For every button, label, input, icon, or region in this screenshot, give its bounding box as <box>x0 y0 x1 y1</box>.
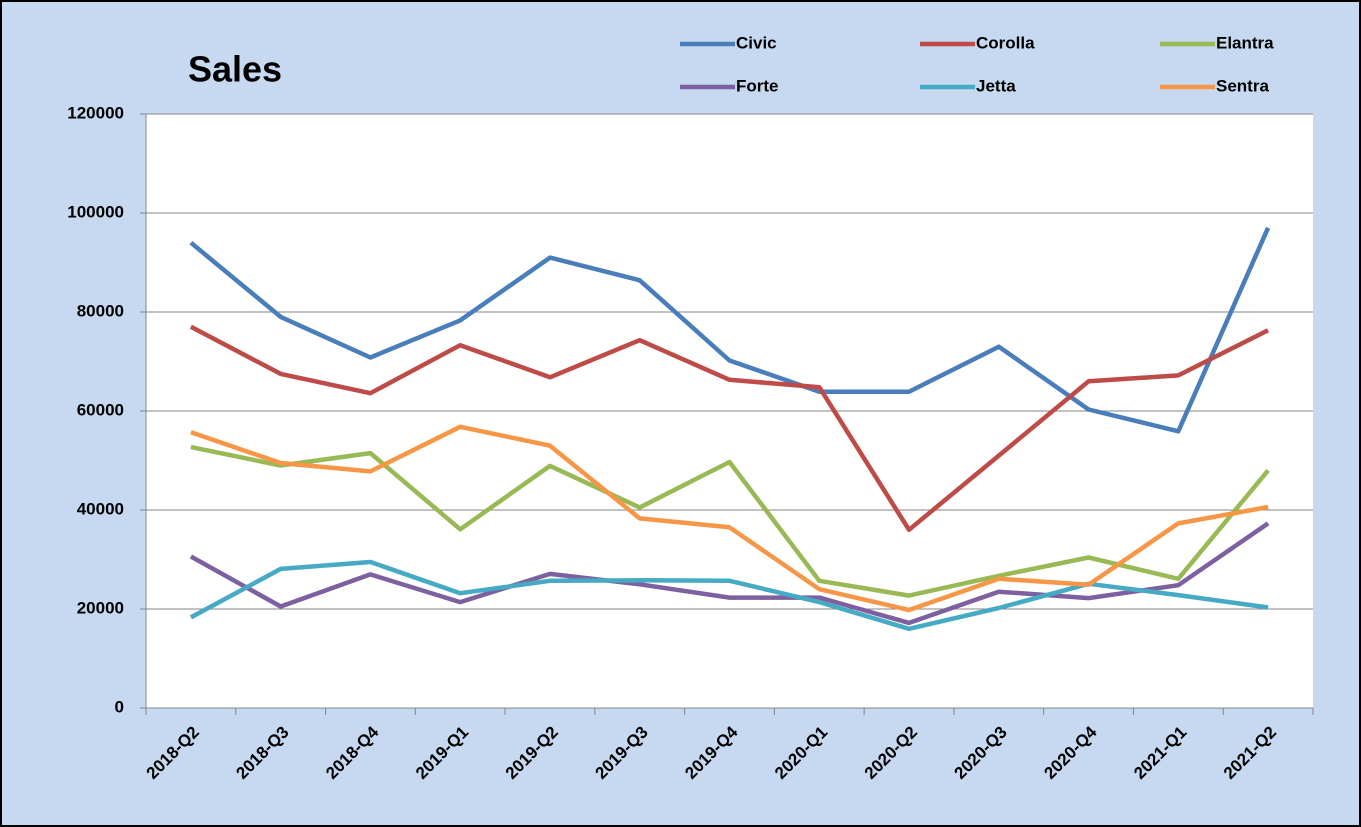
series-line <box>189 324 1270 533</box>
y-tick-label: 60000 <box>77 400 124 419</box>
y-tick-label: 120000 <box>67 103 124 122</box>
series-line <box>190 444 1270 598</box>
y-tick-label: 100000 <box>67 202 124 221</box>
legend-label: Civic <box>736 33 777 52</box>
legend-label: Forte <box>736 76 779 95</box>
legend-label: Corolla <box>976 33 1035 52</box>
y-tick-label: 80000 <box>77 301 124 320</box>
series-line <box>189 226 1271 434</box>
chart-title: Sales <box>188 49 282 90</box>
series-line <box>189 521 1270 626</box>
legend-label: Jetta <box>976 76 1016 95</box>
y-tick-label: 20000 <box>77 598 124 617</box>
y-tick-label: 40000 <box>77 499 124 518</box>
series-line <box>190 424 1269 613</box>
legend-label: Elantra <box>1216 33 1274 52</box>
legend-label: Sentra <box>1216 76 1269 95</box>
y-tick-label: 0 <box>115 697 124 716</box>
